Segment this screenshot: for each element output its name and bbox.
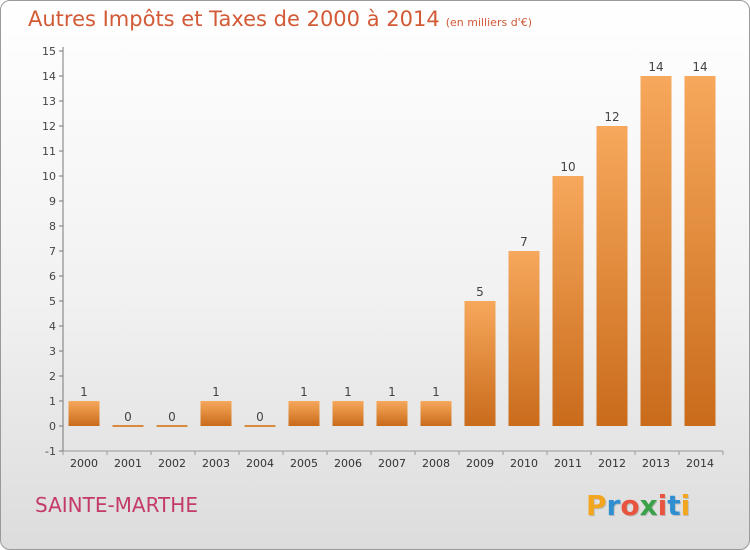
x-tick-label: 2013 xyxy=(642,457,670,470)
bar xyxy=(112,425,144,427)
bar xyxy=(640,76,672,426)
y-tick-label: 13 xyxy=(42,95,56,108)
bar xyxy=(288,401,320,426)
x-tick-label: 2008 xyxy=(422,457,450,470)
x-tick-label: 2002 xyxy=(158,457,186,470)
y-tick-label: 1 xyxy=(49,395,56,408)
bar xyxy=(332,401,364,426)
x-tick-label: 2010 xyxy=(510,457,538,470)
x-tick-label: 2005 xyxy=(290,457,318,470)
bar xyxy=(68,401,100,426)
y-tick-label: -1 xyxy=(45,445,56,458)
x-tick-label: 2004 xyxy=(246,457,274,470)
commune-name: SAINTE-MARTHE xyxy=(35,493,198,517)
bar xyxy=(376,401,408,426)
logo-letter: x xyxy=(639,489,658,522)
y-tick-label: 9 xyxy=(49,195,56,208)
y-tick-label: 4 xyxy=(49,320,56,333)
x-tick-label: 2007 xyxy=(378,457,406,470)
bar xyxy=(552,176,584,426)
bar xyxy=(464,301,496,426)
bar-data-label: 0 xyxy=(124,410,132,424)
chart-title: Autres Impôts et Taxes de 2000 à 2014 (en… xyxy=(28,7,532,31)
chart-title-text: Autres Impôts et Taxes de 2000 à 2014 xyxy=(28,7,440,31)
logo-letter: t xyxy=(667,489,681,522)
x-tick-label: 2006 xyxy=(334,457,362,470)
bar xyxy=(684,76,716,426)
bar xyxy=(156,425,188,427)
chart-unit: (en milliers d'€) xyxy=(445,16,532,29)
y-tick-label: 2 xyxy=(49,370,56,383)
y-tick-label: 0 xyxy=(49,420,56,433)
bar xyxy=(244,425,276,427)
x-tick-label: 2003 xyxy=(202,457,230,470)
bar-data-label: 7 xyxy=(520,235,528,249)
bar-data-label: 14 xyxy=(648,60,663,74)
y-tick-label: 8 xyxy=(49,220,56,233)
x-tick-label: 2014 xyxy=(686,457,714,470)
y-tick-label: 12 xyxy=(42,120,56,133)
bar xyxy=(508,251,540,426)
bar-data-label: 10 xyxy=(560,160,575,174)
bar-data-label: 1 xyxy=(344,385,352,399)
y-tick-label: 5 xyxy=(49,295,56,308)
y-tick-label: 11 xyxy=(42,145,56,158)
bar-data-label: 1 xyxy=(388,385,396,399)
bar xyxy=(420,401,452,426)
logo-letter: i xyxy=(680,489,691,522)
y-tick-label: 10 xyxy=(42,170,56,183)
x-tick-label: 2000 xyxy=(70,457,98,470)
y-tick-label: 15 xyxy=(42,45,56,58)
x-tick-label: 2001 xyxy=(114,457,142,470)
x-tick-label: 2009 xyxy=(466,457,494,470)
y-tick-label: 6 xyxy=(49,270,56,283)
bar-data-label: 1 xyxy=(300,385,308,399)
bar-data-label: 12 xyxy=(604,110,619,124)
logo-letter: P xyxy=(586,489,607,522)
logo-letter: i xyxy=(657,489,668,522)
x-tick-label: 2012 xyxy=(598,457,626,470)
x-tick-label: 2011 xyxy=(554,457,582,470)
y-tick-label: 3 xyxy=(49,345,56,358)
bar-data-label: 0 xyxy=(168,410,176,424)
y-tick-label: 14 xyxy=(42,70,56,83)
bar-data-label: 1 xyxy=(212,385,220,399)
bar-data-label: 1 xyxy=(80,385,88,399)
bar xyxy=(596,126,628,426)
y-tick-label: 7 xyxy=(49,245,56,258)
proxiti-logo[interactable]: Proxiti xyxy=(586,489,690,522)
logo-letter: o xyxy=(620,489,640,522)
logo-letter: r xyxy=(606,489,621,522)
bar-data-label: 14 xyxy=(692,60,707,74)
bar-data-label: 5 xyxy=(476,285,484,299)
bar-data-label: 0 xyxy=(256,410,264,424)
bar-data-label: 1 xyxy=(432,385,440,399)
bar xyxy=(200,401,232,426)
